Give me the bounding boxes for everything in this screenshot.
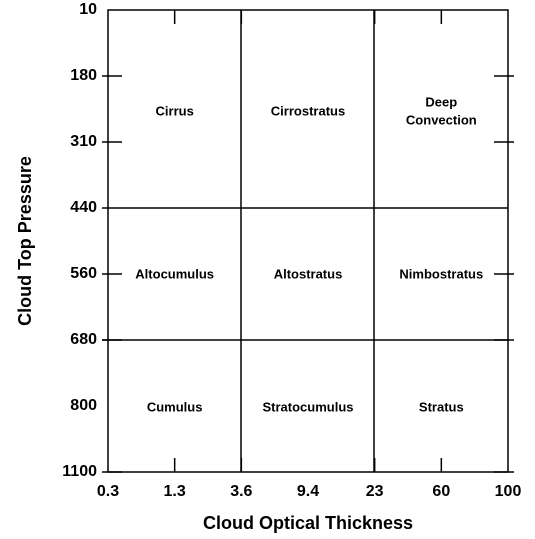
y-tick-label: 10 bbox=[79, 1, 97, 18]
cloud-type-label: Cumulus bbox=[147, 399, 203, 414]
x-axis-title: Cloud Optical Thickness bbox=[203, 513, 413, 533]
y-tick-label: 800 bbox=[70, 397, 97, 414]
x-tick-label: 60 bbox=[432, 483, 450, 500]
x-tick-label: 1.3 bbox=[164, 483, 186, 500]
cloud-type-label: Deep bbox=[425, 94, 457, 109]
x-tick-label: 100 bbox=[495, 483, 522, 500]
y-tick-label: 310 bbox=[70, 133, 97, 150]
plot-frame bbox=[107, 9, 509, 473]
cloud-type-label: Stratus bbox=[419, 399, 464, 414]
y-axis-title: Cloud Top Pressure bbox=[15, 156, 35, 326]
cloud-type-label: Convection bbox=[406, 112, 477, 127]
cloud-type-label: Altostratus bbox=[274, 266, 343, 281]
cloud-type-label: Cirrus bbox=[156, 103, 194, 118]
cloud-type-label: Nimbostratus bbox=[399, 266, 483, 281]
y-tick-label: 680 bbox=[70, 331, 97, 348]
y-tick-label: 440 bbox=[70, 199, 97, 216]
x-tick-label: 0.3 bbox=[97, 483, 119, 500]
x-tick-label: 3.6 bbox=[230, 483, 252, 500]
x-tick-label: 9.4 bbox=[297, 483, 319, 500]
cloud-type-label: Stratocumulus bbox=[262, 399, 353, 414]
cloud-type-label: Altocumulus bbox=[135, 266, 214, 281]
x-tick-label: 23 bbox=[366, 483, 384, 500]
cloud-type-label: Cirrostratus bbox=[271, 103, 345, 118]
y-tick-label: 560 bbox=[70, 265, 97, 282]
y-tick-label: 180 bbox=[70, 67, 97, 84]
y-tick-label: 1100 bbox=[62, 463, 97, 480]
